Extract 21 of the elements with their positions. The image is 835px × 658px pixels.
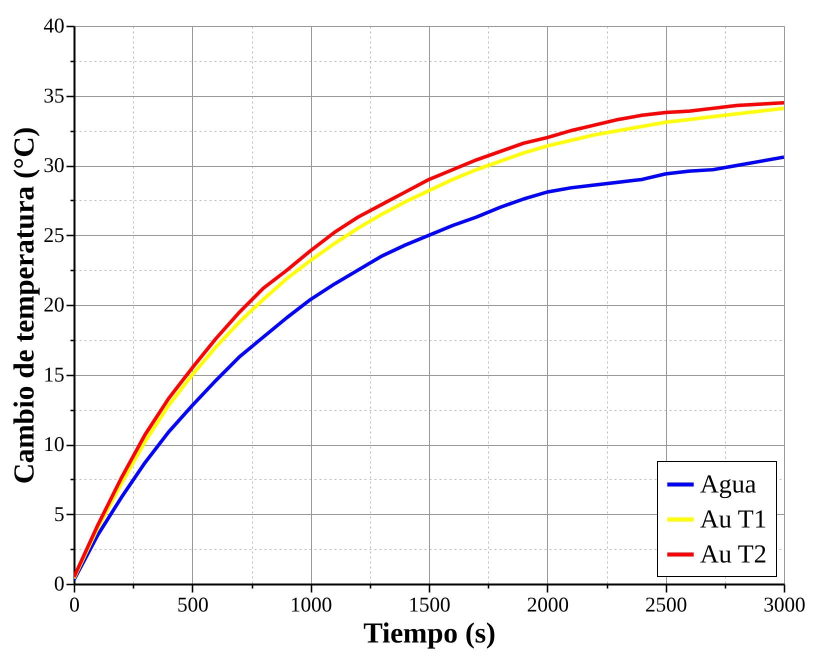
y-tick-label: 15 — [44, 362, 64, 386]
y-tick-label: 35 — [44, 83, 64, 108]
x-tick-label: 0 — [69, 592, 80, 616]
x-tick-label: 500 — [177, 592, 209, 616]
y-tick-label: 5 — [54, 502, 64, 526]
y-tick-label: 25 — [44, 222, 64, 247]
y-tick-label: 10 — [44, 432, 64, 456]
x-tick-label: 1500 — [408, 592, 450, 616]
x-tick-label: 1000 — [290, 592, 332, 616]
y-tick-label: 40 — [44, 14, 64, 38]
x-tick-label: 3000 — [764, 592, 806, 616]
x-tick-label: 2000 — [526, 592, 569, 616]
y-tick-label: 20 — [44, 292, 64, 316]
x-tick-label: 2500 — [645, 592, 688, 616]
legend-label: Agua — [700, 470, 757, 498]
legend-label: Au T2 — [700, 540, 767, 568]
x-axis-title: Tiempo (s) — [363, 618, 496, 650]
y-tick-label: 30 — [44, 153, 64, 177]
legend-label: Au T1 — [700, 504, 767, 534]
y-tick-label: 0 — [54, 572, 64, 596]
y-axis-title: Cambio de temperatura (°C) — [8, 126, 40, 484]
